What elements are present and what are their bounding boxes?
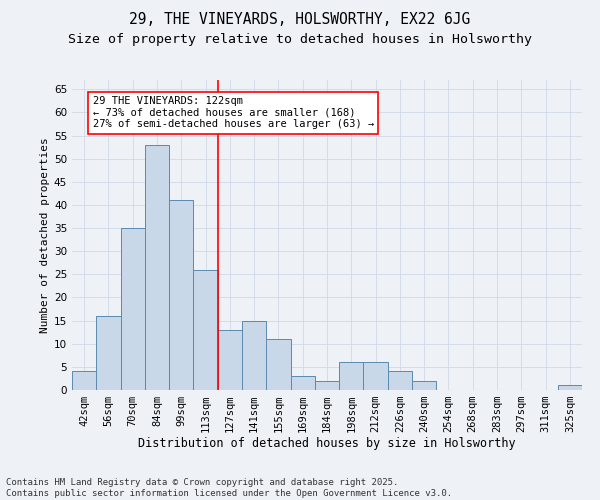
Text: 29, THE VINEYARDS, HOLSWORTHY, EX22 6JG: 29, THE VINEYARDS, HOLSWORTHY, EX22 6JG (130, 12, 470, 28)
Bar (145, 145, 169, 390)
Bar (339, 362, 364, 390)
Text: Contains HM Land Registry data © Crown copyright and database right 2025.
Contai: Contains HM Land Registry data © Crown c… (6, 478, 452, 498)
Bar (121, 228, 145, 390)
Bar (193, 270, 218, 390)
Bar (364, 362, 388, 390)
Text: 29 THE VINEYARDS: 122sqm
← 73% of detached houses are smaller (168)
27% of semi-: 29 THE VINEYARDS: 122sqm ← 73% of detach… (92, 96, 374, 130)
Bar (169, 200, 193, 390)
Bar (218, 330, 242, 390)
Y-axis label: Number of detached properties: Number of detached properties (40, 137, 50, 333)
Bar (266, 339, 290, 390)
Bar (412, 380, 436, 390)
Bar (558, 386, 582, 390)
Bar (315, 380, 339, 390)
Bar (242, 320, 266, 390)
Bar (72, 372, 96, 390)
X-axis label: Distribution of detached houses by size in Holsworthy: Distribution of detached houses by size … (138, 436, 516, 450)
Bar (96, 316, 121, 390)
Bar (388, 372, 412, 390)
Text: Size of property relative to detached houses in Holsworthy: Size of property relative to detached ho… (68, 32, 532, 46)
Bar (290, 376, 315, 390)
